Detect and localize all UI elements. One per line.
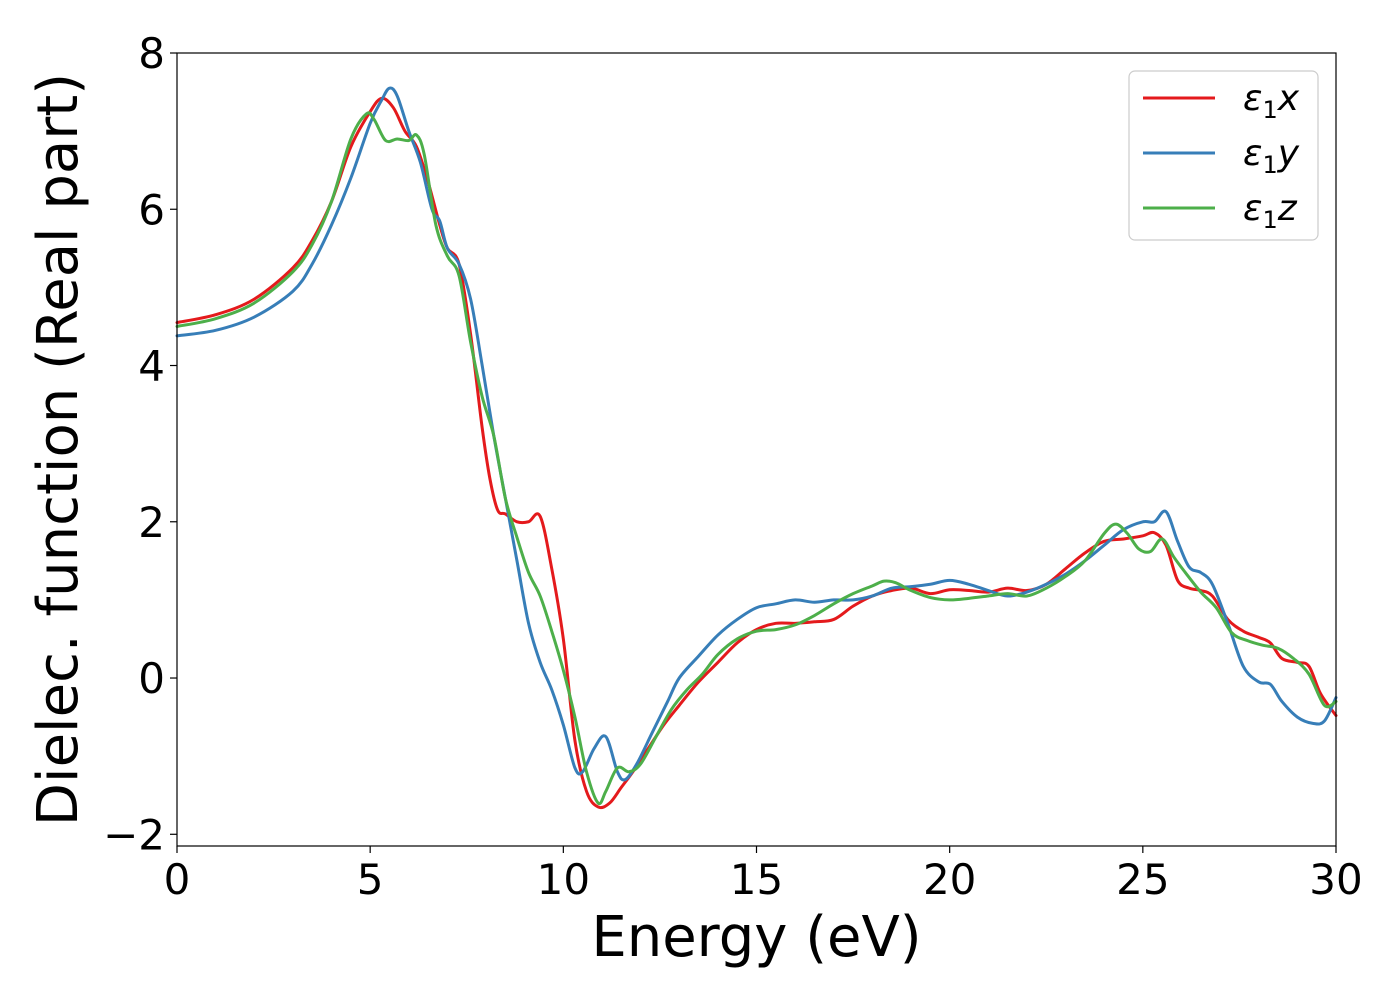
y-tick-label: 8 [138,29,165,78]
x-tick-label: 25 [1116,855,1169,904]
x-tick-label: 30 [1309,855,1362,904]
x-axis-label: Energy (eV) [591,905,921,970]
x-tick-label: 20 [923,855,976,904]
y-tick-label: −2 [103,810,165,859]
y-tick-label: 6 [138,185,165,234]
y-tick-label: 4 [138,342,165,391]
series-line-z [175,111,1338,806]
x-tick-label: 15 [730,855,783,904]
x-axis-ticks: 0 5 10 15 20 25 30 [164,846,1363,904]
y-axis-label: Dielec. function (Real part) [26,73,91,826]
series-line-y [175,86,1338,782]
x-tick-label: 0 [164,855,191,904]
y-axis-ticks: −2 0 2 4 6 8 [103,29,177,859]
y-tick-label: 0 [138,654,165,703]
legend: ε1x ε1y ε1z [1128,70,1319,241]
x-tick-label: 5 [357,855,384,904]
legend-label-y: ε1y [1243,133,1300,179]
legend-box [1128,70,1319,241]
legend-items: ε1x ε1y ε1z [1143,78,1300,234]
y-tick-label: 2 [138,498,165,547]
legend-label-z: ε1z [1243,188,1298,234]
series-layer [175,86,1338,810]
x-tick-label: 10 [537,855,590,904]
legend-label-x: ε1x [1243,78,1300,124]
